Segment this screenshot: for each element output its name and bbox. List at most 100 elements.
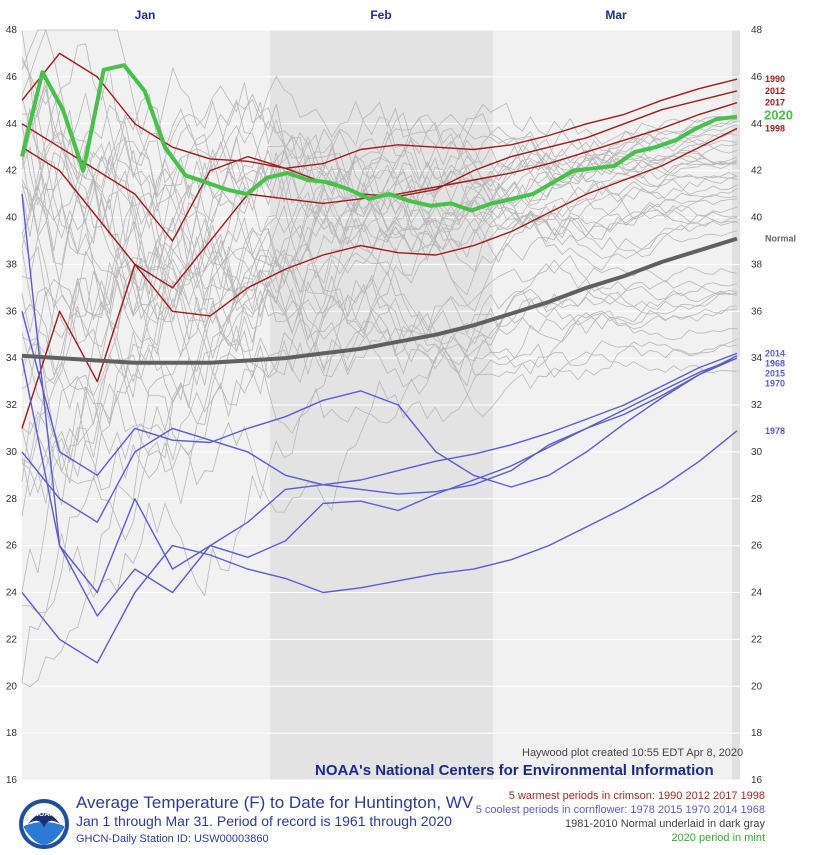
other-years-lines [21,28,738,688]
other-year-line [21,327,738,506]
y-tick-label-left: 44 [6,119,18,130]
month-label: Mar [605,8,627,22]
y-tick-label-left: 26 [6,541,18,552]
y-tick-label-left: 40 [6,213,18,224]
series-end-labels: 19902012201720201998Normal20141968201519… [764,74,796,436]
series-line-2015 [21,311,738,488]
other-year-line [21,340,738,614]
other-year-line [21,89,738,261]
right-axis-ticks: 16 18 20 22 24 26 28 30 32 34 36 38 40 42 44 46 48 [751,25,763,785]
series-line-2014 [21,352,738,523]
y-tick-label-left: 34 [6,353,18,364]
other-year-line [21,93,738,426]
other-year-line [21,148,738,268]
y-tick-label-left: 16 [6,775,18,785]
other-year-line [21,196,738,398]
temperature-chart: 16 18 20 22 24 26 28 30 32 34 36 38 40 42 44 46 48 16 18 2… [6,8,796,785]
other-year-line [21,303,738,513]
other-year-line [21,136,738,482]
y-tick-label-right: 44 [751,119,763,130]
other-year-line [21,112,738,390]
other-year-line [21,84,738,297]
series-line-1998 [21,127,738,429]
month-label: Jan [135,8,156,22]
series-line-1968 [21,355,738,594]
chart-title: Average Temperature (F) to Date for Hunt… [76,793,474,812]
gridlines [22,29,740,781]
y-tick-label-left: 46 [6,72,18,83]
y-tick-label-right: 24 [751,588,763,599]
end-label-2015: 2015 [765,368,785,378]
end-label-2014: 2014 [765,348,785,358]
legend-current: 2020 period in mint [671,832,765,844]
end-label-normal: Normal [765,234,796,244]
series-line-1978 [21,430,738,664]
y-tick-label-left: 28 [6,494,18,505]
y-tick-label-left: 38 [6,259,18,270]
y-tick-label-right: 46 [751,72,763,83]
y-tick-label-right: 42 [751,166,763,177]
y-tick-label-right: 20 [751,681,763,692]
ncei-banner: NOAA's National Centers for Environmenta… [315,762,714,779]
left-axis-ticks: 16 18 20 22 24 26 28 30 32 34 36 38 40 42 44 46 48 [6,25,18,785]
y-tick-label-right: 32 [751,400,763,411]
y-tick-label-left: 48 [6,25,18,36]
end-label-1970: 1970 [765,378,785,388]
y-tick-label-right: 36 [751,306,763,317]
other-year-line [21,136,738,360]
y-tick-label-left: 20 [6,681,18,692]
legend-normal: 1981-2010 Normal underlaid in dark gray [565,818,765,830]
end-label-1998: 1998 [765,123,785,133]
y-tick-label-left: 18 [6,728,18,739]
y-tick-label-left: 36 [6,306,18,317]
end-label-1968: 1968 [765,358,785,368]
y-tick-label-left: 24 [6,588,18,599]
other-year-line [21,288,738,485]
other-year-line [21,182,738,473]
end-label-1978: 1978 [765,426,785,436]
series-line-1990 [21,52,738,169]
end-label-2012: 2012 [765,86,785,96]
legend-coolest: 5 coolest periods in cornflower: 1978 20… [475,804,765,816]
other-year-line [21,230,738,438]
other-year-line [21,277,738,683]
other-year-line [21,29,737,372]
other-year-line [21,78,738,342]
y-tick-label-left: 42 [6,166,18,177]
end-label-1990: 1990 [765,74,785,84]
series-line-normal [21,236,738,365]
plot-credit: Haywood plot created 10:55 EDT Apr 8, 20… [522,747,744,759]
other-year-line [21,283,738,517]
end-label-2020: 2020 [764,108,793,123]
chart-subtitle: Jan 1 through Mar 31. Period of record i… [76,813,452,829]
legend-warmest: 5 warmest periods in crimson: 1990 2012 … [508,790,765,802]
other-year-line [21,75,738,211]
svg-text:NOAA: NOAA [34,811,55,818]
y-tick-label-left: 32 [6,400,18,411]
month-label: Feb [370,8,391,22]
series-line-2020 [20,63,738,213]
highlighted-series [20,52,738,664]
y-tick-label-right: 16 [751,775,763,785]
y-tick-label-right: 22 [751,634,763,645]
y-tick-label-left: 22 [6,634,18,645]
other-year-line [21,155,738,356]
series-line-1970 [21,194,738,617]
end-label-2017: 2017 [765,98,785,108]
noaa-logo-icon: NOAA [19,799,69,849]
month-labels: Jan Feb Mar [135,8,627,22]
y-tick-label-right: 26 [751,541,763,552]
y-tick-label-right: 34 [751,353,763,364]
other-year-line [21,56,738,369]
y-tick-label-right: 40 [751,213,763,224]
y-tick-label-right: 18 [751,728,763,739]
other-year-line [21,89,738,312]
y-tick-label-left: 30 [6,447,18,458]
y-tick-label-right: 48 [751,25,763,36]
y-tick-label-right: 28 [751,494,763,505]
y-tick-label-right: 30 [751,447,763,458]
other-year-line [21,60,738,378]
station-id: GHCN-Daily Station ID: USW00003860 [76,833,269,845]
other-year-line [21,117,738,266]
y-tick-label-right: 38 [751,259,763,270]
